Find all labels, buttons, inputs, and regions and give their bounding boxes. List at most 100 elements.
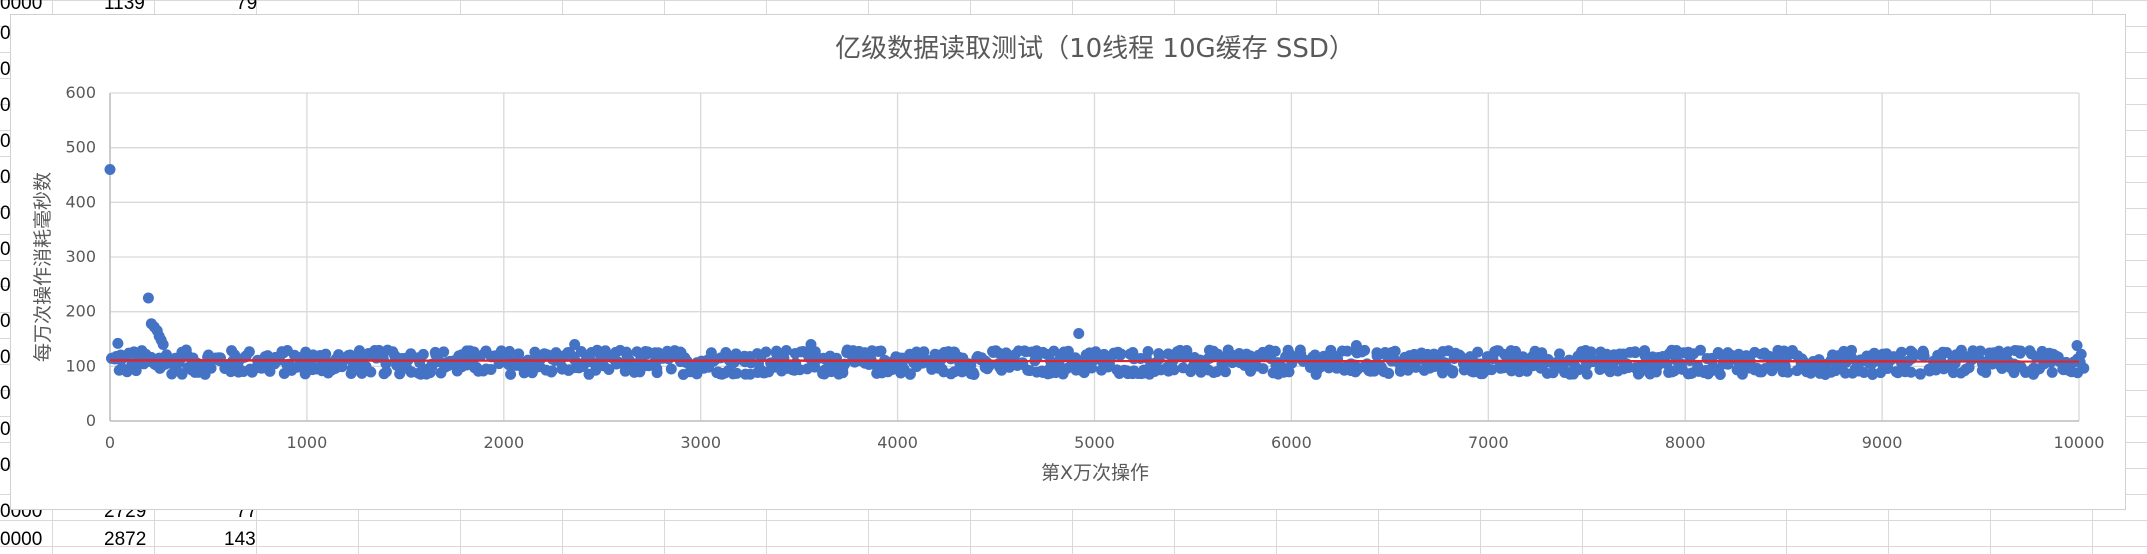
data-point xyxy=(1447,365,1459,377)
sheet-cell[interactable]: 2872 xyxy=(104,529,147,550)
data-point xyxy=(2029,365,2041,377)
sheet-cell[interactable]: 0 xyxy=(0,95,11,116)
data-point xyxy=(2005,362,2017,374)
data-point xyxy=(1917,345,1929,357)
y-tick-label: 200 xyxy=(65,302,96,321)
y-tick-label: 300 xyxy=(65,247,96,266)
data-point xyxy=(503,345,515,357)
x-tick-label: 10000 xyxy=(2054,433,2105,452)
sheet-cell[interactable]: 0 xyxy=(0,59,11,80)
data-point xyxy=(770,345,782,357)
data-point xyxy=(1208,367,1220,379)
data-point xyxy=(417,348,429,360)
y-tick-label: 600 xyxy=(65,83,96,102)
data-point xyxy=(936,363,948,375)
data-point xyxy=(205,362,217,374)
data-point xyxy=(1341,345,1353,357)
sheet-cell[interactable]: 0000 xyxy=(0,529,43,550)
sheet-cell[interactable]: 0 xyxy=(0,167,11,188)
sheet-cell[interactable]: 0 xyxy=(0,23,11,44)
data-point xyxy=(1257,363,1269,375)
data-point xyxy=(243,346,255,358)
sheet-cell[interactable]: 0 xyxy=(0,239,11,260)
sheet-cell[interactable]: 0 xyxy=(0,419,11,440)
data-point xyxy=(904,368,916,380)
data-point xyxy=(424,367,436,379)
data-point xyxy=(112,337,124,349)
data-point xyxy=(1282,344,1294,356)
data-point xyxy=(1585,346,1597,358)
sheet-cell[interactable]: 0 xyxy=(0,275,11,296)
data-point xyxy=(966,367,978,379)
data-point xyxy=(569,338,581,350)
data-point xyxy=(1389,345,1401,357)
data-point xyxy=(485,363,497,375)
chart-title: 亿级数据读取测试（10线程 10G缓存 SSD） xyxy=(835,34,1355,64)
data-point xyxy=(438,346,450,358)
sheet-cell[interactable]: 0 xyxy=(0,455,11,476)
data-point xyxy=(651,367,663,379)
data-point xyxy=(983,360,995,372)
data-point xyxy=(157,338,169,350)
data-point xyxy=(1858,367,1870,379)
data-point xyxy=(1779,360,1791,372)
x-tick-label: 9000 xyxy=(1862,433,1903,452)
data-point xyxy=(833,368,845,380)
data-point xyxy=(1350,340,1362,352)
data-point xyxy=(1086,362,1098,374)
x-tick-label: 3000 xyxy=(680,433,721,452)
data-point xyxy=(872,345,884,357)
data-point xyxy=(1845,344,1857,356)
data-point xyxy=(104,164,116,176)
x-axis-label: 第X万次操作 xyxy=(1041,462,1149,484)
sheet-cell[interactable]: 0 xyxy=(0,131,11,152)
data-point xyxy=(464,345,476,357)
data-point xyxy=(1283,366,1295,378)
sheet-cell[interactable]: 79 xyxy=(236,0,258,14)
data-point xyxy=(760,346,772,358)
sheet-cell[interactable]: 143 xyxy=(224,529,256,550)
x-tick-label: 5000 xyxy=(1074,433,1115,452)
chart-panel[interactable]: 亿级数据读取测试（10线程 10G缓存 SSD） 0 100 200 300 400 50… xyxy=(10,14,2126,510)
sheet-cell[interactable]: 0 xyxy=(0,203,11,224)
sheet-cell[interactable]: 0 xyxy=(0,311,11,332)
data-point xyxy=(805,338,817,350)
data-point xyxy=(885,364,897,376)
data-point xyxy=(1906,347,1918,359)
data-point xyxy=(2071,340,2083,352)
data-point xyxy=(1996,362,2008,374)
x-tick-label: 6000 xyxy=(1271,433,1312,452)
y-axis-label: 每万次操作消耗毫秒数 xyxy=(32,172,54,362)
data-point xyxy=(2046,366,2058,378)
trendline xyxy=(109,359,2080,363)
data-point xyxy=(720,346,732,358)
y-tick-labels: 0 100 200 300 400 500 600 xyxy=(65,83,96,430)
sheet-cell[interactable]: 0 xyxy=(0,383,11,404)
data-point xyxy=(918,346,930,358)
x-tick-label: 8000 xyxy=(1665,433,1706,452)
x-tick-label: 4000 xyxy=(877,433,918,452)
data-point xyxy=(675,347,687,359)
x-tick-labels: 0 1000 2000 3000 4000 5000 6000 7000 8000 9000 100… xyxy=(105,433,2105,452)
data-point xyxy=(1572,364,1584,376)
data-point xyxy=(1914,368,1926,380)
data-point xyxy=(2078,362,2090,374)
data-point xyxy=(665,363,677,375)
data-point xyxy=(1269,345,1281,357)
sheet-cell[interactable]: 0 xyxy=(0,347,11,368)
data-point xyxy=(1895,346,1907,358)
data-point xyxy=(1486,364,1498,376)
data-point xyxy=(317,350,329,362)
y-tick-label: 500 xyxy=(65,138,96,157)
sheet-cell[interactable]: 1139 xyxy=(104,0,145,14)
sheet-cell[interactable]: 0000 xyxy=(0,0,43,14)
data-point xyxy=(1714,368,1726,380)
data-point xyxy=(1472,346,1484,358)
data-point xyxy=(1153,348,1165,360)
data-point xyxy=(1694,344,1706,356)
data-point xyxy=(1629,346,1641,358)
y-tick-label: 400 xyxy=(65,192,96,211)
data-point xyxy=(780,344,792,356)
data-point xyxy=(759,367,771,379)
scatter-chart[interactable]: 亿级数据读取测试（10线程 10G缓存 SSD） 0 100 200 300 400 50… xyxy=(11,15,2127,511)
